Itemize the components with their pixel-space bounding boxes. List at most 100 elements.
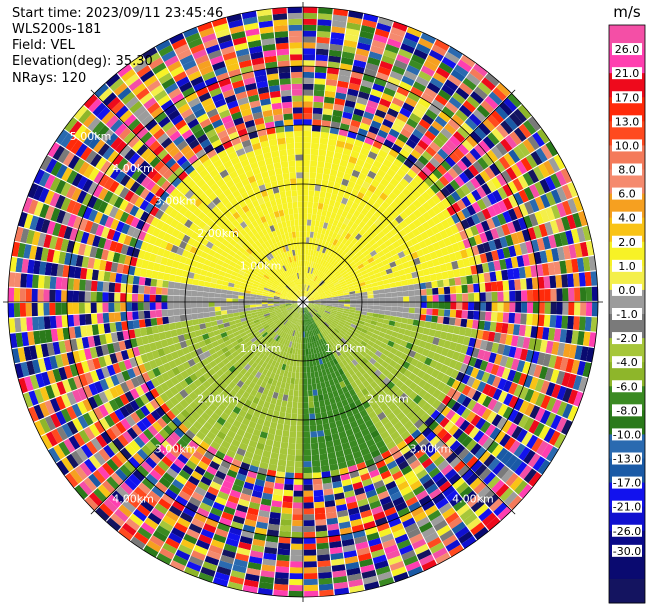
range-gate [325, 156, 334, 164]
range-gate [394, 91, 407, 102]
range-gate [382, 475, 395, 485]
range-gate [358, 320, 365, 325]
range-gate [510, 163, 523, 178]
range-gate [337, 307, 344, 311]
range-gate [443, 171, 454, 183]
range-gate [584, 271, 592, 287]
range-gate [276, 471, 286, 478]
range-gate [373, 188, 383, 197]
range-gate [565, 329, 573, 344]
range-gate [529, 376, 539, 390]
range-gate [348, 156, 358, 165]
range-gate [519, 242, 528, 255]
range-gate [109, 272, 117, 283]
range-gate [319, 245, 324, 253]
range-gate [316, 382, 322, 390]
range-gate [435, 323, 443, 331]
range-gate [305, 319, 308, 326]
range-gate [343, 247, 351, 254]
range-gate [509, 476, 524, 491]
range-gate [512, 178, 524, 192]
range-gate [336, 264, 343, 271]
range-gate [304, 284, 307, 291]
range-gate [337, 291, 344, 295]
range-gate [338, 305, 345, 309]
range-gate [369, 543, 384, 553]
range-gate [320, 295, 327, 299]
range-gate [298, 337, 302, 344]
range-gate [322, 284, 328, 290]
range-gate [363, 161, 373, 171]
range-gate [393, 421, 404, 431]
range-gate [318, 221, 325, 228]
range-gate [425, 366, 435, 376]
range-gate [400, 256, 408, 264]
range-gate [392, 240, 400, 249]
range-gate [308, 184, 315, 191]
range-gate [353, 108, 365, 117]
range-gate [373, 268, 380, 275]
range-gate [370, 165, 380, 174]
range-gate [385, 81, 399, 92]
range-gate [315, 277, 321, 283]
range-gate [443, 237, 452, 247]
range-gate [451, 114, 465, 126]
range-gate [314, 184, 321, 192]
range-gate [272, 410, 280, 418]
range-gate [366, 219, 374, 228]
range-gate [403, 296, 410, 302]
range-gate [365, 489, 377, 499]
range-gate [330, 289, 337, 293]
range-gate [368, 537, 382, 547]
range-gate [373, 329, 381, 336]
range-gate [533, 364, 543, 378]
range-gate [266, 469, 277, 477]
range-gate [400, 340, 408, 348]
range-gate [322, 330, 328, 337]
range-gate [497, 200, 508, 213]
range-gate [539, 250, 548, 264]
range-gate [319, 317, 325, 323]
range-gate [303, 48, 316, 55]
range-gate [300, 307, 302, 314]
range-gate [13, 287, 21, 302]
range-gate [350, 420, 359, 429]
range-gate [405, 254, 413, 262]
range-gate [313, 101, 324, 109]
range-gate [456, 382, 466, 393]
range-gate [283, 370, 289, 377]
range-gate [321, 387, 328, 395]
range-gate [485, 251, 494, 263]
range-gate [169, 274, 176, 282]
range-gate [323, 393, 329, 400]
range-gate [312, 291, 318, 296]
range-gate [429, 488, 442, 500]
range-gate [437, 316, 444, 324]
range-gate [473, 481, 487, 495]
range-gate [417, 269, 425, 277]
range-gate [433, 439, 445, 451]
range-gate [324, 254, 330, 261]
range-gate [356, 302, 362, 305]
range-gate [499, 259, 507, 270]
range-gate [338, 361, 345, 369]
range-gate [406, 410, 416, 420]
range-gate [307, 219, 312, 226]
range-gate [299, 313, 302, 320]
range-gate [555, 274, 563, 288]
range-gate [445, 409, 456, 421]
range-gate [536, 326, 544, 339]
range-gate [509, 302, 516, 313]
range-gate [316, 31, 331, 38]
range-gate [280, 519, 292, 526]
range-gate [333, 152, 343, 160]
range-gate [385, 364, 394, 373]
range-gate [425, 109, 438, 121]
range-gate [312, 107, 323, 115]
range-gate [458, 172, 470, 184]
range-gate [384, 310, 391, 316]
range-gate [362, 337, 370, 344]
range-gate [476, 210, 486, 223]
range-gate [308, 286, 313, 293]
range-gate [479, 360, 489, 372]
